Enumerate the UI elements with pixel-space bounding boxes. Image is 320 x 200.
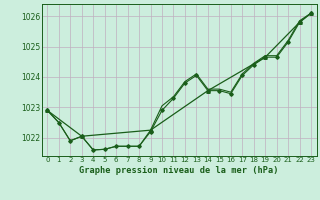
X-axis label: Graphe pression niveau de la mer (hPa): Graphe pression niveau de la mer (hPa) (79, 166, 279, 175)
